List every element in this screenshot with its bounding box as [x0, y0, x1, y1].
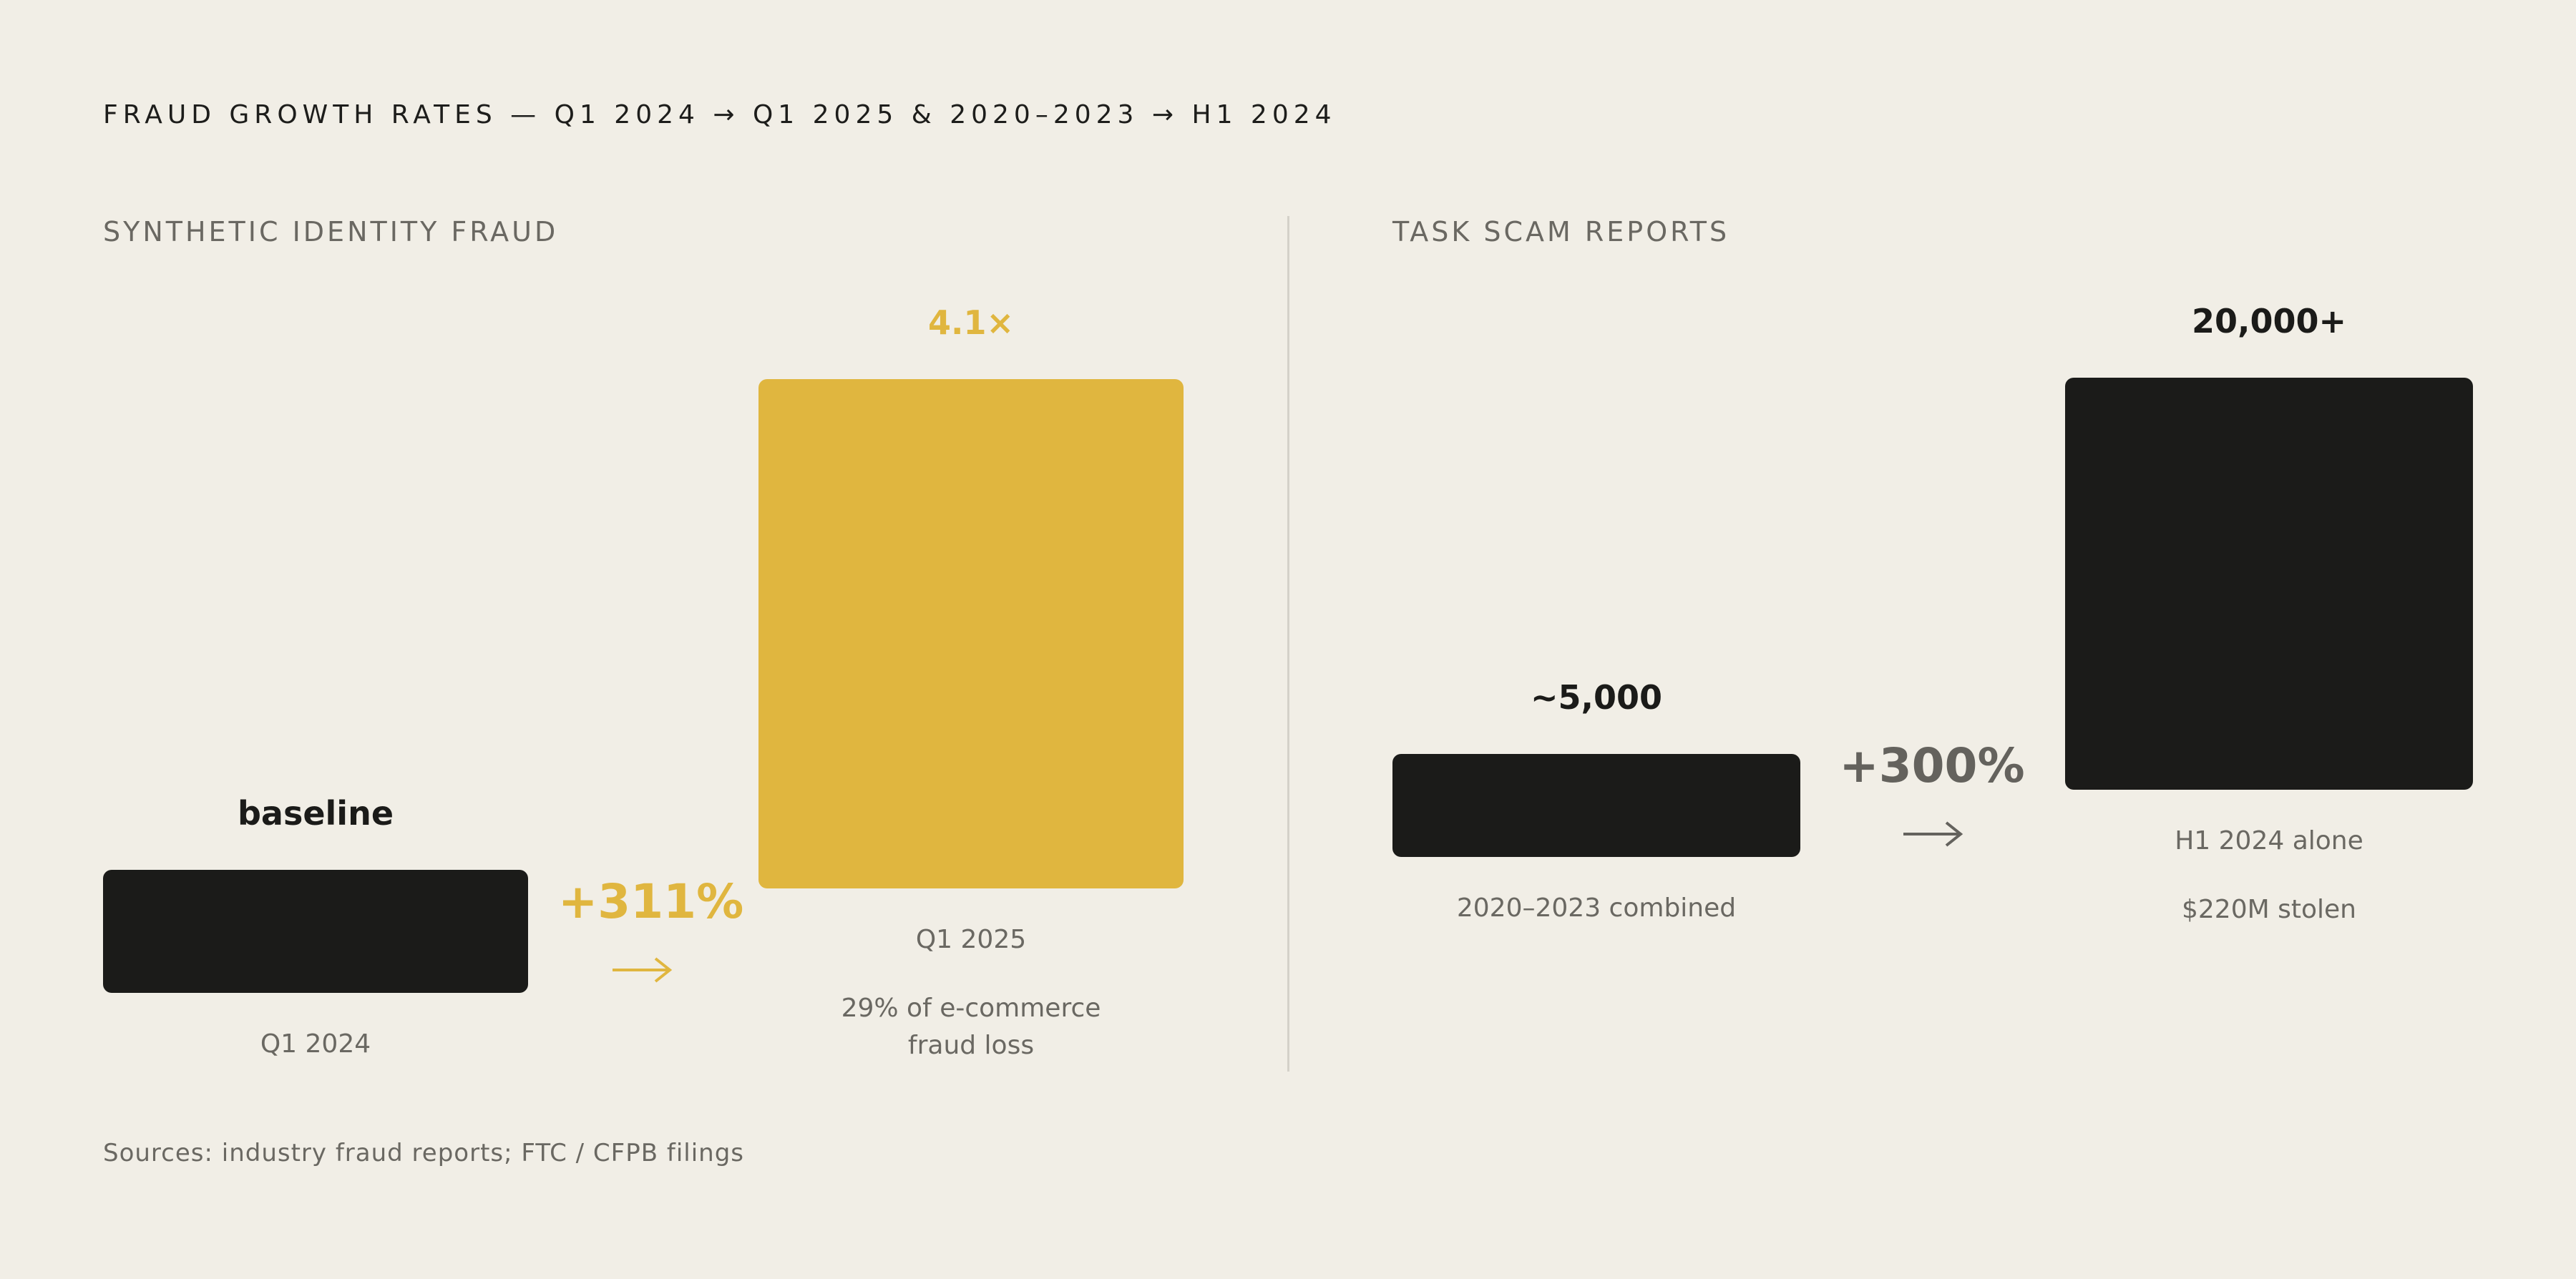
- bar-q1-2024: [103, 870, 528, 993]
- arrow-right-icon: [1901, 820, 1965, 848]
- category-label-q1-2024: Q1 2024: [260, 1029, 371, 1059]
- source-note: Sources: industry fraud reports; FTC / C…: [103, 1139, 745, 1167]
- change-label-synthetic: +311%: [558, 874, 744, 929]
- category-label-h1-2024: H1 2024 alone: [2175, 826, 2363, 856]
- chart-title: FRAUD GROWTH RATES — Q1 2024 → Q1 2025 &…: [103, 100, 1337, 129]
- bar-value-label-h1-2024: 20,000+: [2191, 302, 2347, 340]
- arrow-right-icon: [610, 956, 674, 984]
- panel-title-task-scam: TASK SCAM REPORTS: [1392, 216, 1730, 248]
- bar-value-label-q1-2025: 4.1×: [927, 303, 1015, 342]
- note-h1-2024: $220M stolen: [2182, 895, 2356, 924]
- note-q1-2025: 29% of e-commerce fraud loss: [841, 994, 1101, 1060]
- bar-h1-2024: [2065, 378, 2473, 790]
- panel-divider: [1287, 216, 1289, 1072]
- bar-value-label-2020-2023: ~5,000: [1530, 678, 1663, 717]
- panel-title-synthetic-identity: SYNTHETIC IDENTITY FRAUD: [103, 216, 559, 248]
- bar-2020-2023: [1392, 754, 1800, 857]
- category-label-2020-2023: 2020–2023 combined: [1456, 893, 1737, 923]
- bar-value-label-q1-2024: baseline: [237, 794, 394, 833]
- category-label-q1-2025: Q1 2025: [915, 925, 1027, 954]
- bar-q1-2025: [758, 379, 1184, 888]
- change-label-task-scam: +300%: [1839, 738, 2025, 793]
